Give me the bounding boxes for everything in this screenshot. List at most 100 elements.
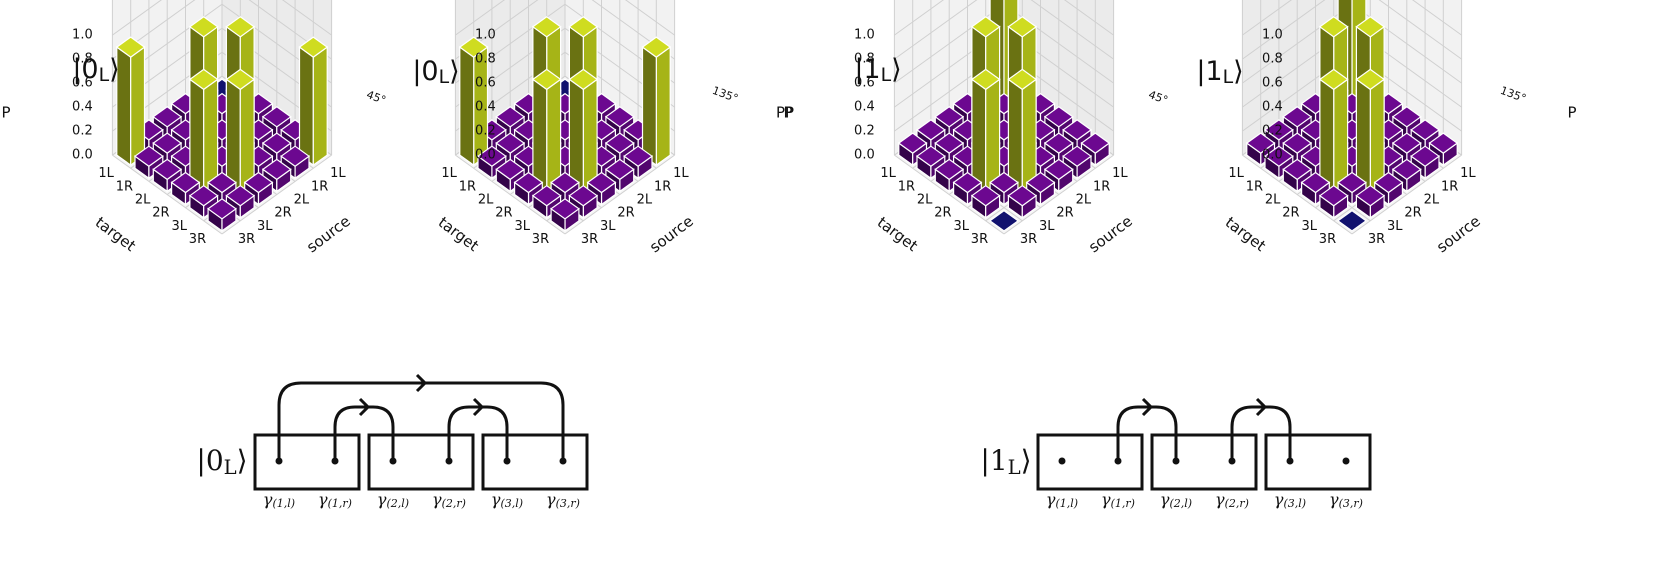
bar-top [641,36,672,58]
bar-top [261,132,292,154]
z-tick-label: 0.2 [475,124,496,139]
bar [641,36,672,167]
tick-label-source: 1L [441,166,457,181]
bar [989,210,1019,232]
bar-top [1318,16,1349,38]
grid-line [455,51,675,132]
bar-top [604,132,635,154]
bar [188,68,219,193]
bar-face [641,45,657,167]
bar-top [1007,68,1038,91]
site-box [1150,433,1258,491]
grid-line [455,27,675,108]
z-tick-label: 1.0 [854,28,875,43]
bar-face [298,45,314,167]
tick-label-target: 3L [171,219,187,234]
bar-top [1373,171,1404,194]
pairing-diagram-ket1: γ(1,l) γ(1,r) γ(2,l) γ(2,r) γ(3,l) γ(3,r) |1L⟩ [980,397,1372,510]
pairing-diagram-ket0: γ(1,l) γ(1,r) γ(2,l) γ(2,r) γ(3,l) γ(3,r) |0L⟩ [196,373,589,510]
axis-label-y: source [303,212,354,256]
tick-label-target: 2R [934,206,951,221]
grid-line [455,3,675,84]
arrow-head [358,397,371,417]
tick-label-target: 2L [917,192,933,207]
view-azimuth-label: 45° [1147,88,1170,107]
bar-top [531,68,562,91]
bar-top [1062,145,1093,167]
tick-label-target: 2L [1424,192,1440,207]
bar-top [1007,16,1038,38]
bar-top [1282,132,1313,154]
bar-face [1021,78,1037,193]
grid-line [455,0,675,36]
bar [476,145,507,180]
mode-label: γ(2,r) [432,490,466,510]
tick-label-source: 1L [330,166,346,181]
mode-label: γ(1,l) [1046,490,1078,510]
tick-label-source: 1L [1228,166,1244,181]
tick-label-source: 2L [1265,192,1281,207]
bar-top [550,198,580,220]
bar-face [532,78,548,193]
bar-top [915,119,946,141]
grid-line [455,154,566,235]
tick-label-target: 3L [953,219,969,234]
tick-label-source: 2L [478,192,494,207]
bar-face [1333,78,1349,193]
site-box [1036,433,1144,491]
bar [989,171,1019,206]
bar-top [298,36,329,58]
z-tick-label: 0.8 [72,52,93,67]
tick-label-target: 1L [98,166,114,181]
grid-line [455,0,675,60]
bar-top [513,171,544,194]
bar-top [1300,171,1331,194]
bar-top [1428,132,1459,154]
bar-face [655,45,671,167]
z-axis-label: P [1,104,10,122]
tick-label-target: 1L [673,166,689,181]
grid-line [1242,0,1462,60]
bar-top [531,184,562,207]
grid-line [112,3,332,84]
bar [1245,132,1276,167]
z-tick-label: 0.6 [854,76,875,91]
axis-label-x: source [646,212,697,256]
bar-top [495,132,526,154]
bar-top [152,158,183,181]
bar-face [1007,78,1023,193]
bar-zero [989,210,1019,232]
bar-face [971,78,987,193]
z-tick-label: 0.4 [475,100,496,115]
tick-label-source: 3L [257,219,273,234]
bar-top [1391,106,1422,128]
majorana-dot [1342,457,1350,465]
arrow-head [472,397,485,417]
grid-line [1351,154,1462,235]
mode-label: γ(3,r) [546,490,580,510]
bar-face [1355,78,1371,193]
tick-label-source: 3R [1319,232,1336,247]
tick-label-target: 1R [1441,179,1458,194]
bar-top [188,184,219,207]
bar-top [1355,184,1386,207]
pairing-arrow [1116,405,1178,461]
tick-label-target: 1L [880,166,896,181]
tick-label-target: 2R [152,206,169,221]
tick-label-target: 3L [600,219,616,234]
bar-top [934,132,965,154]
pairing-arrow [277,381,565,461]
grid-line [112,0,332,36]
mode-label: γ(3,l) [1274,490,1306,510]
arrow-head [415,373,428,393]
bar-face [568,78,584,193]
state-ket-label: |0L⟩ [196,444,247,479]
site-box [481,433,589,491]
tick-label-source: 2R [495,206,512,221]
bar [1318,68,1349,193]
plot-title: |0L⟩ [72,54,119,87]
axis-label-y: source [1085,212,1136,256]
z-tick-label: 0.4 [72,100,93,115]
bar [568,68,599,193]
